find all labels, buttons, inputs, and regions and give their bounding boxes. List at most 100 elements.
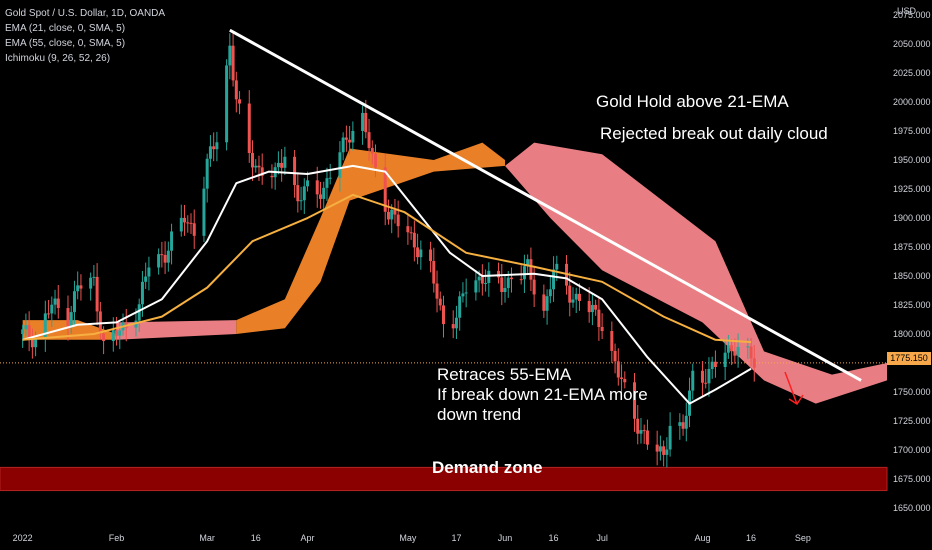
demand-zone [0,362,888,492]
legend-symbol: Gold Spot / U.S. Dollar, 1D, OANDA [5,8,166,19]
y-tick-label: 1725.000 [893,416,931,426]
y-tick-label: 1950.000 [893,155,931,165]
y-tick-label: 1850.000 [893,271,931,281]
candle-body [247,103,251,154]
candle-body [752,358,756,368]
candle-body [344,137,348,140]
y-tick-label: 1875.000 [893,242,931,252]
candle-body [111,330,115,342]
candle-body [189,222,193,224]
candle-body [299,200,303,202]
candles [21,32,756,468]
candle-body [115,330,119,336]
candle-body [435,283,439,299]
candle-body [390,209,394,220]
candle-body [72,291,76,313]
candle-body [464,292,468,294]
legend-ema21: EMA (21, close, 0, SMA, 5) [5,23,126,34]
candle-body [665,449,669,455]
candle-body [21,329,25,335]
candle-body [700,370,704,383]
candle-body [102,333,106,342]
y-tick-label: 1800.000 [893,329,931,339]
candle-body [406,226,410,233]
candle-body [451,324,455,329]
candle-body [205,158,209,189]
x-tick-label: 16 [746,533,756,543]
candle-body [416,247,420,258]
currency-label: USD [896,6,916,16]
candle-body [707,369,711,384]
y-tick-label: 2075.000 [893,10,931,20]
x-tick-label: May [399,533,417,543]
candle-body [574,293,578,300]
candle-body [432,261,436,284]
candle-body [215,142,219,150]
candle-body [144,276,148,282]
x-tick-label: 17 [451,533,461,543]
y-tick-label: 1700.000 [893,445,931,455]
candle-body [202,188,206,236]
candle-body [532,279,536,295]
x-tick-label: 16 [549,533,559,543]
candle-body [283,156,287,168]
candle-body [587,301,591,313]
candle-body [597,309,601,327]
candle-body [302,186,306,201]
candle-body [238,99,242,104]
demand-zone-rect [0,466,888,492]
candle-body [655,444,659,452]
candle-body [186,222,190,224]
candle-body [519,279,523,281]
annotation-retrace: Retraces 55-EMA If break down 21-EMA mor… [437,365,648,425]
candle-body [500,277,504,293]
candle-body [56,298,60,309]
candle-body [730,345,734,352]
y-tick-label: 2050.000 [893,39,931,49]
candle-body [24,325,28,330]
candle-body [348,139,352,143]
candle-body [137,304,141,321]
candle-body [600,326,604,331]
candle-body [254,165,258,168]
candle-body [590,304,594,313]
candle-body [53,298,57,305]
candle-body [477,276,481,281]
candle-body [231,45,235,81]
candle-body [95,276,99,312]
x-tick-label: Apr [301,533,315,543]
candle-body [412,232,416,248]
annotation-retrace-1: Retraces 55-EMA [437,365,572,384]
candle-body [454,317,458,329]
y-tick-label: 1925.000 [893,184,931,194]
candle-body [306,180,310,187]
candle-body [383,167,387,212]
candle-body [509,277,513,280]
candle-body [315,180,319,195]
candle-body [484,282,488,284]
candle-body [409,232,413,234]
candle-body [746,346,750,348]
candle-body [92,276,96,278]
legend-ema55: EMA (55, close, 0, SMA, 5) [5,38,126,49]
candle-body [212,146,216,150]
candle-body [503,288,507,293]
candle-body [710,361,714,370]
candle-body [276,162,280,168]
ema-lines [22,164,752,405]
cloud-segment-2 [236,142,506,335]
x-tick-label: 16 [251,533,261,543]
cloud-segment-3 [505,142,887,404]
candle-body [620,377,624,379]
y-tick-label: 1650.000 [893,503,931,513]
candle-body [69,312,73,328]
last-price-tag: 1775.150 [887,352,931,365]
candle-body [529,259,533,280]
candle-body [30,338,34,348]
candle-body [208,146,212,159]
candle-body [480,276,484,284]
candle-body [374,153,378,168]
ema-line-55 [22,193,752,344]
candle-body [497,270,501,278]
candle-body [610,330,614,351]
